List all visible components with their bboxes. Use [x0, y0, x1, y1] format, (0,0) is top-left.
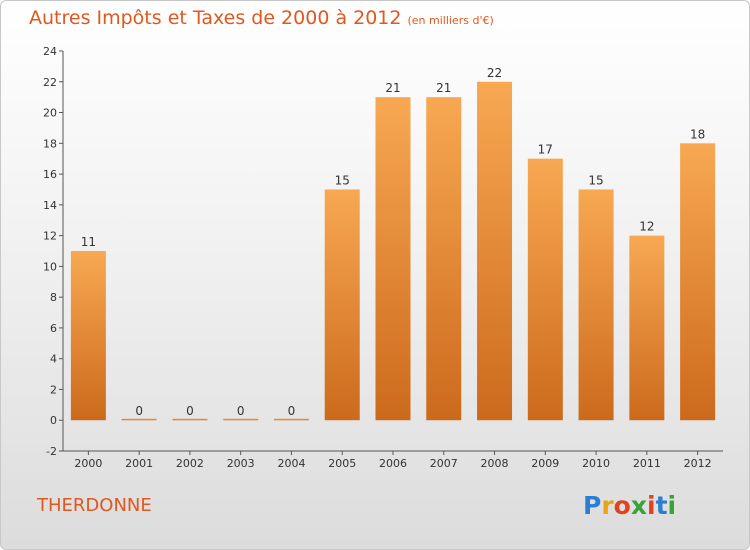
data-label-2007: 21 — [436, 81, 451, 95]
commune-name: THERDONNE — [37, 495, 152, 516]
y-tick-label: 12 — [43, 230, 57, 243]
x-tick-label-2009: 2009 — [531, 457, 559, 470]
y-tick-label: 6 — [50, 322, 57, 335]
bar-2000 — [70, 251, 106, 421]
data-label-2001: 0 — [135, 404, 143, 418]
data-label-2004: 0 — [288, 404, 296, 418]
y-tick-label: 10 — [43, 260, 57, 273]
y-tick-label: 0 — [50, 414, 57, 427]
y-tick-label: 16 — [43, 168, 57, 181]
data-label-2011: 12 — [639, 220, 654, 234]
brand-letter: t — [655, 491, 668, 520]
bar-2006 — [375, 97, 411, 421]
y-tick-label: 8 — [50, 291, 57, 304]
x-tick-label-2012: 2012 — [684, 457, 712, 470]
bar-2009 — [527, 158, 563, 421]
y-tick-label: 4 — [50, 353, 57, 366]
x-tick-label-2004: 2004 — [277, 457, 305, 470]
bar-2011 — [629, 235, 665, 421]
brand-letter: o — [613, 491, 631, 520]
brand-letter: x — [630, 491, 647, 520]
chart-title: Autres Impôts et Taxes de 2000 à 2012 (en… — [29, 7, 494, 29]
y-tick-label: 20 — [43, 107, 57, 120]
data-label-2003: 0 — [237, 404, 245, 418]
y-tick-label: 18 — [43, 137, 57, 150]
x-tick-label-2008: 2008 — [481, 457, 509, 470]
bar-2007 — [426, 97, 462, 421]
bar-2005 — [324, 189, 360, 421]
data-label-2002: 0 — [186, 404, 194, 418]
data-label-2008: 22 — [487, 66, 502, 80]
data-label-2010: 15 — [588, 173, 603, 187]
brand-letter: i — [667, 491, 677, 520]
chart-title-text: Autres Impôts et Taxes de 2000 à 2012 — [29, 7, 402, 29]
x-tick-label-2002: 2002 — [176, 457, 204, 470]
y-tick-label: 24 — [43, 45, 57, 58]
x-tick-label-2011: 2011 — [633, 457, 661, 470]
y-tick-label: 14 — [43, 199, 57, 212]
x-tick-label-2000: 2000 — [74, 457, 102, 470]
chart-subtitle: (en milliers d'€) — [407, 14, 494, 27]
y-tick-label: 2 — [50, 383, 57, 396]
x-tick-label-2003: 2003 — [227, 457, 255, 470]
data-label-2006: 21 — [385, 81, 400, 95]
data-label-2009: 17 — [538, 143, 553, 157]
x-tick-label-2001: 2001 — [125, 457, 153, 470]
data-label-2012: 18 — [690, 127, 705, 141]
brand-letter: P — [583, 491, 602, 520]
bar-2002 — [172, 418, 208, 421]
bar-2004 — [273, 418, 309, 421]
y-tick-label: -2 — [46, 445, 57, 458]
data-label-2005: 15 — [335, 173, 350, 187]
bar-2008 — [477, 81, 513, 421]
x-tick-label-2006: 2006 — [379, 457, 407, 470]
bar-2001 — [121, 418, 157, 421]
bar-2012 — [680, 143, 716, 421]
brand-letter: i — [647, 491, 656, 520]
y-tick-label: 22 — [43, 76, 57, 89]
data-label-2000: 11 — [81, 235, 96, 249]
x-tick-label-2007: 2007 — [430, 457, 458, 470]
brand-letter: r — [601, 491, 614, 520]
x-tick-label-2010: 2010 — [582, 457, 610, 470]
bar-2003 — [223, 418, 259, 421]
x-tick-label-2005: 2005 — [328, 457, 356, 470]
bar-2010 — [578, 189, 614, 421]
proxiti-logo: Proxiti — [583, 491, 676, 520]
